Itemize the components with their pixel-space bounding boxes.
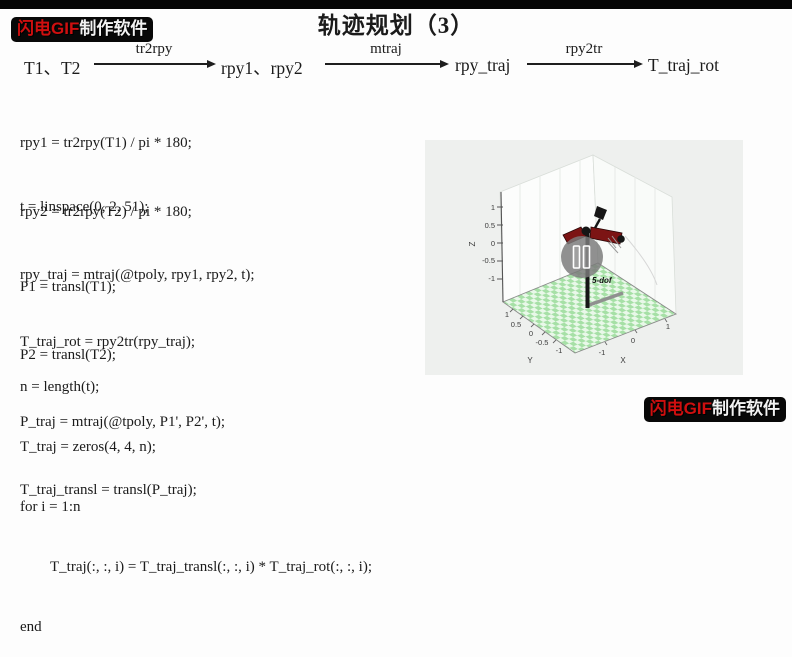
- arrow-label: rpy2tr: [565, 41, 603, 57]
- z-tick: 0: [491, 239, 495, 248]
- watermark-suffix: 制作软件: [712, 399, 780, 418]
- y-axis: 1 0.5 0 -0.5 -1 Y: [505, 308, 563, 365]
- page-title: 轨迹规划（3）: [317, 13, 475, 38]
- x-axis-label: X: [620, 356, 626, 365]
- robot-elbow-joint: [581, 226, 591, 236]
- watermark-suffix: 制作软件: [79, 19, 148, 38]
- code-line: T_traj(:, :, i) = T_traj_transl(:, :, i)…: [50, 559, 373, 575]
- code-block-rpy-traj: t = linspace(0, 2, 51); rpy_traj = mtraj…: [20, 151, 255, 376]
- flow-arrow-mtraj: mtraj: [325, 41, 449, 68]
- flow-node-rpy-traj: rpy_traj: [455, 55, 511, 75]
- code-line: end: [20, 619, 42, 635]
- x-axis: -1 0 1 X: [599, 318, 670, 365]
- y-tick: 1: [505, 310, 509, 319]
- arrow-label: tr2rpy: [135, 41, 173, 57]
- arrow-label: mtraj: [370, 41, 402, 57]
- trajectory-trace: [624, 235, 658, 286]
- flow-node-t-traj-rot: T_traj_rot: [648, 55, 719, 75]
- pause-button[interactable]: [561, 236, 603, 278]
- flow-node-rpy1-rpy2: rpy1、rpy2: [221, 58, 303, 78]
- arrow-right-icon: [94, 59, 216, 68]
- x-tick: 0: [631, 336, 635, 345]
- z-tick: 1: [491, 203, 495, 212]
- y-tick: -1: [556, 346, 563, 355]
- pause-icon: [572, 245, 591, 269]
- code-line: t = linspace(0, 2, 51);: [20, 199, 149, 215]
- end-effector-frame: [607, 235, 622, 254]
- code-line: P1 = transl(T1);: [20, 279, 116, 295]
- code-line: for i = 1:n: [20, 499, 81, 515]
- flow-arrow-tr2rpy: tr2rpy: [94, 41, 216, 68]
- flow-arrow-rpy2tr: rpy2tr: [527, 41, 643, 68]
- flow-node-t1-t2: T1、T2: [24, 58, 81, 78]
- code-line: rpy_traj = mtraj(@tpoly, rpy1, rpy2, t);: [20, 266, 255, 283]
- code-block-loop: n = length(t); T_traj = zeros(4, 4, n); …: [20, 337, 372, 657]
- code-block-rpy: rpy1 = tr2rpy(T1) / pi * 180; rpy2 = tr2…: [20, 86, 192, 247]
- robot-plot-svg: 1 0.5 0 -0.5 -1 Z 1 0.5 0 -0.5 -1 Y: [468, 154, 677, 365]
- y-axis-label: Y: [527, 356, 533, 365]
- x-tick: 1: [666, 322, 670, 331]
- robot-gripper-link: [593, 218, 602, 229]
- robot-shadow: [588, 291, 624, 307]
- watermark-brand: 闪电GIF: [17, 19, 80, 38]
- watermark-brand: 闪电GIF: [649, 399, 712, 418]
- robot-upper-arm: [562, 226, 587, 245]
- robot-forearm: [589, 226, 623, 245]
- arrow-right-icon: [527, 59, 643, 68]
- arrow-right-icon: [325, 59, 449, 68]
- watermark-top-left: 闪电GIF制作软件: [11, 17, 154, 43]
- letterbox-top-bar: [0, 0, 792, 9]
- z-tick: -0.5: [482, 256, 495, 265]
- robot-gripper: [594, 206, 607, 220]
- code-line: P2 = transl(T2);: [20, 346, 116, 363]
- z-axis-label: Z: [468, 241, 477, 246]
- robot-wrist-joint: [617, 235, 625, 243]
- robot-label: 5-dof: [592, 276, 613, 285]
- watermark-bottom-right: 闪电GIF制作软件: [643, 397, 786, 423]
- z-axis: 1 0.5 0 -0.5 -1 Z: [468, 191, 504, 303]
- x-tick: -1: [599, 348, 606, 357]
- z-tick: 0.5: [485, 221, 495, 230]
- robot-figure-panel: 1 0.5 0 -0.5 -1 Z 1 0.5 0 -0.5 -1 Y: [425, 140, 743, 375]
- code-line: rpy1 = tr2rpy(T1) / pi * 180;: [20, 135, 192, 151]
- y-tick: 0: [529, 329, 533, 338]
- code-line: T_traj_rot = rpy2tr(rpy_traj);: [20, 334, 196, 350]
- y-tick: 0.5: [511, 320, 521, 329]
- code-line: n = length(t);: [20, 379, 100, 395]
- z-tick: -1: [488, 274, 495, 283]
- code-line: P_traj = mtraj(@tpoly, P1', P2', t);: [20, 414, 226, 430]
- y-tick: -0.5: [536, 338, 549, 347]
- code-line: T_traj = zeros(4, 4, n);: [20, 439, 156, 455]
- code-line: rpy2 = tr2rpy(T2) / pi * 180;: [20, 204, 192, 220]
